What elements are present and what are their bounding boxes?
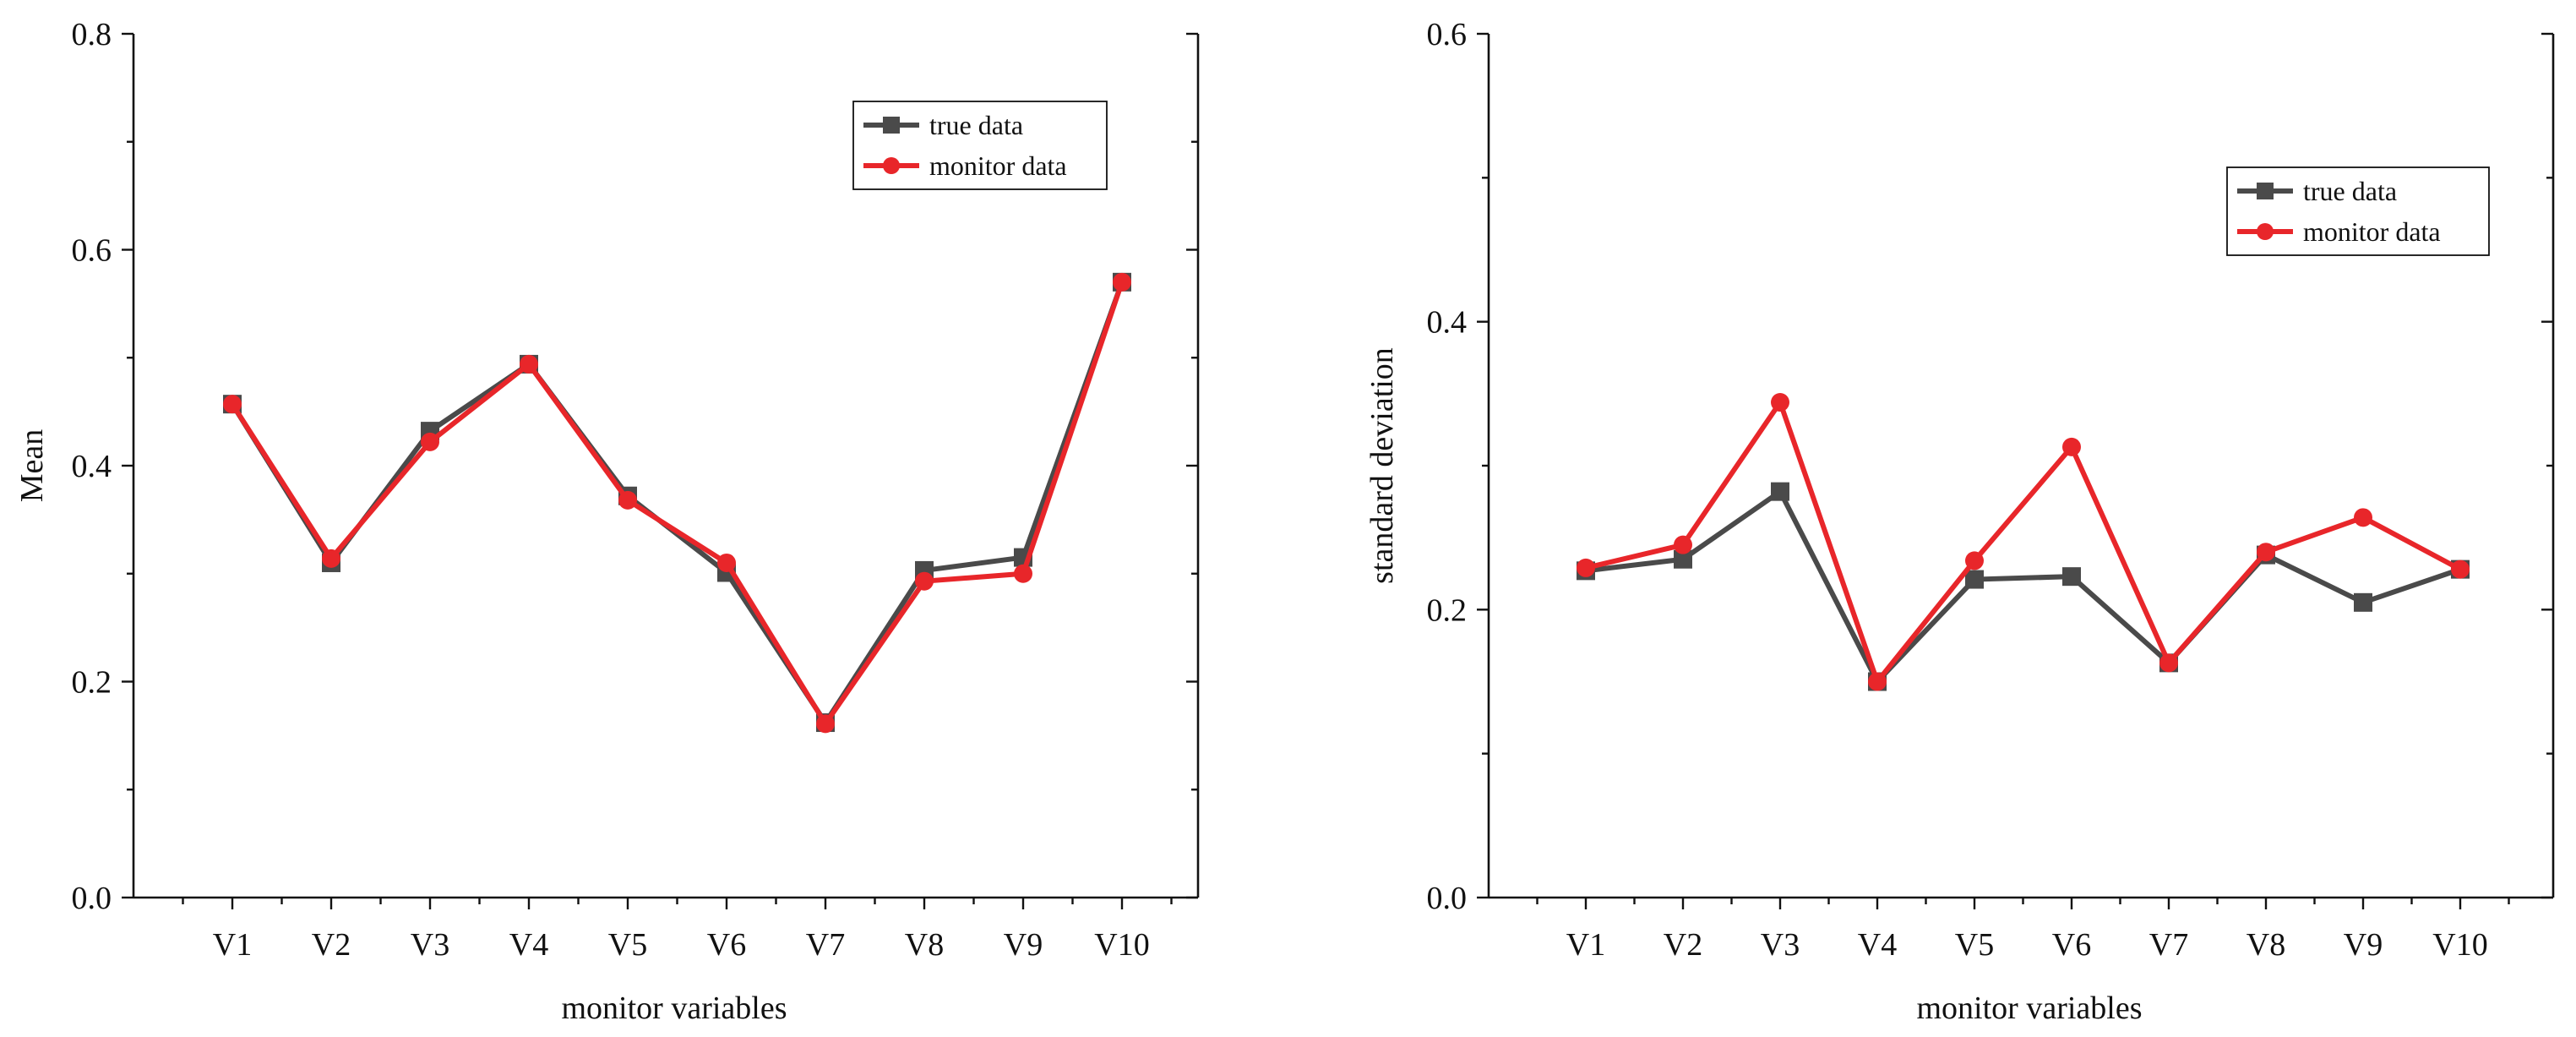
x-tick-label: V10	[2432, 927, 2487, 963]
data-point-true	[1771, 482, 1789, 501]
data-point-monitor	[421, 432, 439, 451]
x-tick-label: V5	[1955, 927, 1994, 963]
data-point-monitor	[1113, 272, 1131, 292]
y-axis-title: standard deviation	[1364, 347, 1400, 584]
legend-marker-square	[883, 117, 900, 134]
x-tick-label: V4	[1858, 927, 1897, 963]
data-point-monitor	[2257, 543, 2275, 562]
data-point-monitor	[2451, 559, 2470, 579]
y-tick-label: 0.0	[72, 881, 112, 916]
data-point-monitor	[717, 553, 736, 572]
x-tick-label: V7	[806, 927, 845, 963]
y-tick-label: 0.2	[72, 665, 112, 701]
x-tick-label: V9	[2344, 927, 2383, 963]
x-tick-label: V6	[707, 927, 746, 963]
data-point-monitor	[2354, 508, 2372, 527]
data-point-monitor	[1965, 551, 1984, 570]
y-tick-label: 0.6	[72, 233, 112, 269]
legend-label: true data	[2303, 176, 2397, 206]
legend-label: monitor data	[2303, 216, 2441, 247]
series-line-1	[1583, 400, 2463, 685]
x-tick-label: V1	[213, 927, 252, 963]
data-point-monitor	[1771, 393, 1789, 412]
x-tick-label: V7	[2149, 927, 2188, 963]
legend-marker-circle	[883, 157, 900, 174]
y-tick-label: 0.8	[72, 17, 112, 52]
legend-label: true data	[929, 110, 1023, 140]
data-point-monitor	[1674, 535, 1692, 554]
data-point-true	[2062, 567, 2081, 587]
y-tick-label: 0.0	[1427, 881, 1468, 916]
x-tick-label: V8	[905, 927, 944, 963]
x-tick-label: V2	[1664, 927, 1702, 963]
legend-box	[852, 101, 1108, 190]
data-point-monitor	[1577, 558, 1595, 577]
y-tick-label: 0.4	[72, 449, 112, 484]
legend-label: monitor data	[929, 150, 1067, 181]
x-tick-label: V5	[608, 927, 647, 963]
x-tick-label: V2	[312, 927, 351, 963]
data-point-monitor	[2062, 437, 2081, 456]
data-point-true	[2354, 592, 2372, 612]
x-axis-title: monitor variables	[562, 991, 787, 1026]
y-tick-label: 0.2	[1427, 592, 1468, 628]
data-point-true	[1965, 570, 1984, 589]
data-point-monitor	[2159, 653, 2178, 673]
data-point-monitor	[618, 490, 637, 510]
data-point-monitor	[915, 571, 934, 591]
x-tick-label: V1	[1566, 927, 1605, 963]
legend-marker-circle	[2257, 223, 2274, 240]
legend-box	[2226, 166, 2490, 256]
x-tick-label: V8	[2247, 927, 2285, 963]
series-line-0	[230, 279, 1125, 726]
series-line-0	[1583, 488, 2463, 685]
x-tick-label: V3	[1761, 927, 1800, 963]
x-axis-title: monitor variables	[1917, 991, 2143, 1026]
x-tick-label: V6	[2052, 927, 2091, 963]
x-tick-label: V3	[411, 927, 449, 963]
data-point-monitor	[1014, 564, 1032, 583]
mean-chart: 0.0 0.2 0.4 0.6 0.8 V1 V2 V3 V4 V5 V6 V7 V8 V9 V10 moni…	[14, 17, 1200, 1026]
data-point-monitor	[223, 395, 242, 414]
standard-deviation-chart: 0.0 0.2 0.4 0.6 V1 V2 V3 V4 V5 V6 V7 V8 V9 V10 monitor…	[1364, 17, 2555, 1026]
y-tick-label: 0.4	[1427, 305, 1468, 341]
y-axis-title: Mean	[14, 429, 50, 503]
data-point-true	[1674, 549, 1692, 569]
x-tick-label: V4	[509, 927, 548, 963]
y-tick-label: 0.6	[1427, 17, 1468, 52]
data-point-monitor	[520, 354, 538, 374]
data-point-monitor	[816, 714, 835, 734]
data-point-monitor	[1868, 672, 1887, 691]
x-tick-label: V10	[1094, 927, 1149, 963]
series-line-1	[230, 279, 1125, 727]
legend-marker-square	[2257, 183, 2274, 199]
x-tick-label: V9	[1004, 927, 1043, 963]
data-point-monitor	[322, 549, 340, 568]
